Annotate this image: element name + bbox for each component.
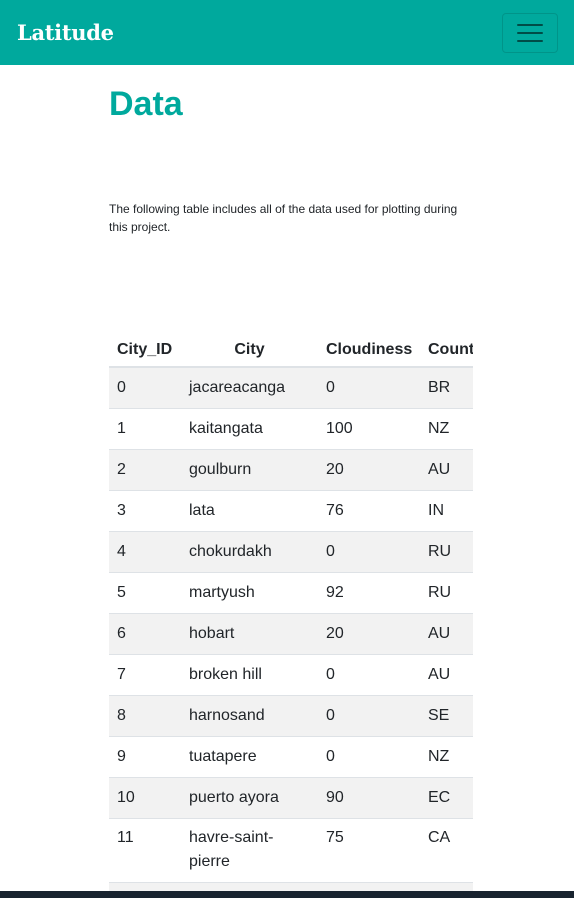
table-header-row: City_ID City Cloudiness Country <box>109 326 473 368</box>
cell-city: kaitangata <box>181 407 318 449</box>
navbar-toggle-button[interactable] <box>502 12 558 53</box>
column-header-cloudiness: Cloudiness <box>318 326 420 368</box>
cell-country: AU <box>420 448 473 490</box>
cell-city-id: 8 <box>109 694 181 736</box>
data-table: City_ID City Cloudiness Country 0 jacare… <box>109 326 473 898</box>
cell-city: martyush <box>181 571 318 613</box>
cell-country: BR <box>420 366 473 408</box>
cell-country: RU <box>420 571 473 613</box>
cell-cloudiness: 92 <box>318 571 420 613</box>
cell-city: broken hill <box>181 653 318 695</box>
cell-cloudiness: 76 <box>318 489 420 531</box>
cell-cloudiness: 0 <box>318 366 420 408</box>
cell-country: RU <box>420 530 473 572</box>
cell-city-id: 2 <box>109 448 181 490</box>
table-row: 9 tuatapere 0 NZ <box>109 735 473 777</box>
cell-city: harnosand <box>181 694 318 736</box>
cell-country: NZ <box>420 407 473 449</box>
cell-city: jacareacanga <box>181 366 318 408</box>
intro-text: The following table includes all of the … <box>109 202 458 234</box>
cell-city: havre-saint-pierre <box>181 817 318 882</box>
cell-city: hobart <box>181 612 318 654</box>
data-table-container[interactable]: City_ID City Cloudiness Country 0 jacare… <box>109 326 473 898</box>
cell-cloudiness: 20 <box>318 448 420 490</box>
cell-city-id: 10 <box>109 776 181 818</box>
cell-city: lata <box>181 489 318 531</box>
cell-city-id: 1 <box>109 407 181 449</box>
cell-city-id: 11 <box>109 817 181 882</box>
cell-country: IN <box>420 489 473 531</box>
table-row: 4 chokurdakh 0 RU <box>109 530 473 572</box>
cell-country: AU <box>420 612 473 654</box>
table-row: 11 havre-saint-pierre 75 CA <box>109 817 473 882</box>
table-row: 1 kaitangata 100 NZ <box>109 407 473 449</box>
footer-edge <box>0 891 574 898</box>
navbar: Latitude <box>0 0 574 65</box>
table-row: 7 broken hill 0 AU <box>109 653 473 695</box>
cell-cloudiness: 0 <box>318 653 420 695</box>
cell-cloudiness: 20 <box>318 612 420 654</box>
cell-city: goulburn <box>181 448 318 490</box>
cell-country: SE <box>420 694 473 736</box>
cell-cloudiness: 100 <box>318 407 420 449</box>
cell-city-id: 6 <box>109 612 181 654</box>
column-header-city: City <box>181 326 318 368</box>
cell-cloudiness: 0 <box>318 530 420 572</box>
cell-city-id: 7 <box>109 653 181 695</box>
table-body: 0 jacareacanga 0 BR 1 kaitangata 100 NZ … <box>109 366 473 898</box>
cell-cloudiness: 90 <box>318 776 420 818</box>
brand-logo[interactable]: Latitude <box>17 20 114 45</box>
cell-city: chokurdakh <box>181 530 318 572</box>
column-header-city-id: City_ID <box>109 326 181 368</box>
table-row: 6 hobart 20 AU <box>109 612 473 654</box>
cell-country: EC <box>420 776 473 818</box>
cell-country: CA <box>420 817 473 882</box>
cell-city: tuatapere <box>181 735 318 777</box>
cell-city-id: 0 <box>109 366 181 408</box>
table-row: 0 jacareacanga 0 BR <box>109 366 473 408</box>
table-row: 10 puerto ayora 90 EC <box>109 776 473 818</box>
cell-city-id: 5 <box>109 571 181 613</box>
page-title: Data <box>109 85 183 123</box>
cell-country: NZ <box>420 735 473 777</box>
cell-city-id: 9 <box>109 735 181 777</box>
table-row: 5 martyush 92 RU <box>109 571 473 613</box>
hamburger-menu-icon <box>517 23 543 42</box>
column-header-country: Country <box>420 326 473 368</box>
cell-city-id: 4 <box>109 530 181 572</box>
table-row: 8 harnosand 0 SE <box>109 694 473 736</box>
table-row: 3 lata 76 IN <box>109 489 473 531</box>
cell-country: AU <box>420 653 473 695</box>
cell-city-id: 3 <box>109 489 181 531</box>
cell-city: puerto ayora <box>181 776 318 818</box>
cell-cloudiness: 0 <box>318 694 420 736</box>
cell-cloudiness: 75 <box>318 817 420 882</box>
table-row: 2 goulburn 20 AU <box>109 448 473 490</box>
cell-cloudiness: 0 <box>318 735 420 777</box>
table-header: City_ID City Cloudiness Country <box>109 326 473 368</box>
